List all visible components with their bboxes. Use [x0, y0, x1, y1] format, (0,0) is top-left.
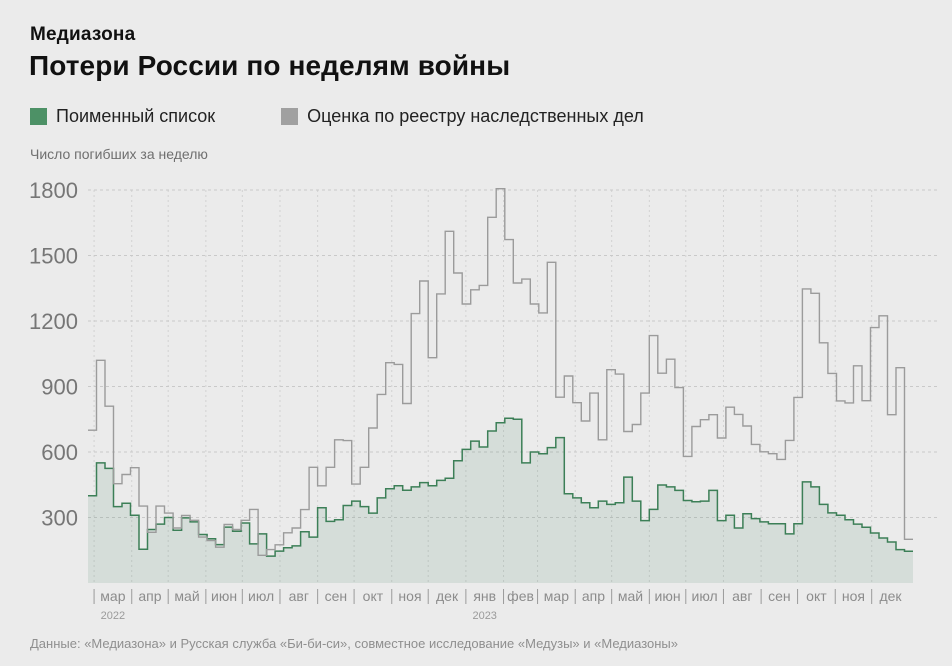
month-label: фев — [507, 588, 534, 604]
y-tick-label: 300 — [41, 506, 78, 531]
y-tick-label: 900 — [41, 375, 78, 400]
month-label: окт — [363, 588, 384, 604]
brand-logo: Медиазона — [30, 24, 136, 45]
y-tick-label: 600 — [41, 440, 78, 465]
month-label: ноя — [398, 588, 421, 604]
y-axis-caption: Число погибших за неделю — [30, 146, 208, 162]
month-label: июл — [692, 588, 718, 604]
legend-item-named-list: Поименный список — [30, 106, 215, 127]
month-label: июл — [248, 588, 274, 604]
month-label: авг — [732, 588, 752, 604]
month-label: май — [174, 588, 199, 604]
month-label: дек — [879, 588, 902, 604]
chart-area: 300 600 900 1200 1500 1800 мар 2022 апр май июн июл… — [0, 168, 952, 628]
month-label: дек — [436, 588, 459, 604]
month-label: янв — [473, 588, 496, 604]
legend: Поименный список Оценка по реестру насле… — [30, 106, 644, 127]
month-label: ноя — [842, 588, 865, 604]
month-label: сен — [325, 588, 348, 604]
month-label: май — [618, 588, 643, 604]
legend-label-named-list: Поименный список — [56, 106, 216, 126]
y-tick-label: 1200 — [29, 309, 78, 334]
month-label: авг — [289, 588, 309, 604]
named-list-fill — [88, 418, 913, 583]
month-label: мар — [544, 588, 569, 604]
y-axis-labels: 300 600 900 1200 1500 1800 — [29, 178, 78, 531]
year-label: 2023 — [472, 610, 496, 622]
year-label: 2022 — [101, 610, 125, 622]
month-label: июн — [655, 588, 681, 604]
y-tick-label: 1800 — [29, 178, 78, 203]
named-list-area — [88, 418, 913, 583]
legend-item-probate-estimate: Оценка по реестру наследственных дел — [281, 106, 644, 127]
page-title: Потери России по неделям войны — [29, 50, 511, 81]
month-label: апр — [582, 588, 605, 604]
month-label: сен — [768, 588, 791, 604]
green-swatch-icon — [30, 108, 47, 125]
month-label: июн — [211, 588, 237, 604]
series-lines — [88, 188, 913, 557]
gray-swatch-icon — [281, 108, 299, 125]
y-tick-label: 1500 — [29, 244, 78, 269]
legend-label-probate-estimate: Оценка по реестру наследственных дел — [307, 106, 644, 126]
source-note: Данные: «Медиазона» и Русская служба «Би… — [30, 636, 679, 651]
month-label: апр — [138, 588, 161, 604]
month-label: мар — [100, 588, 125, 604]
month-label: окт — [806, 588, 827, 604]
probate-estimate-line — [88, 188, 913, 556]
